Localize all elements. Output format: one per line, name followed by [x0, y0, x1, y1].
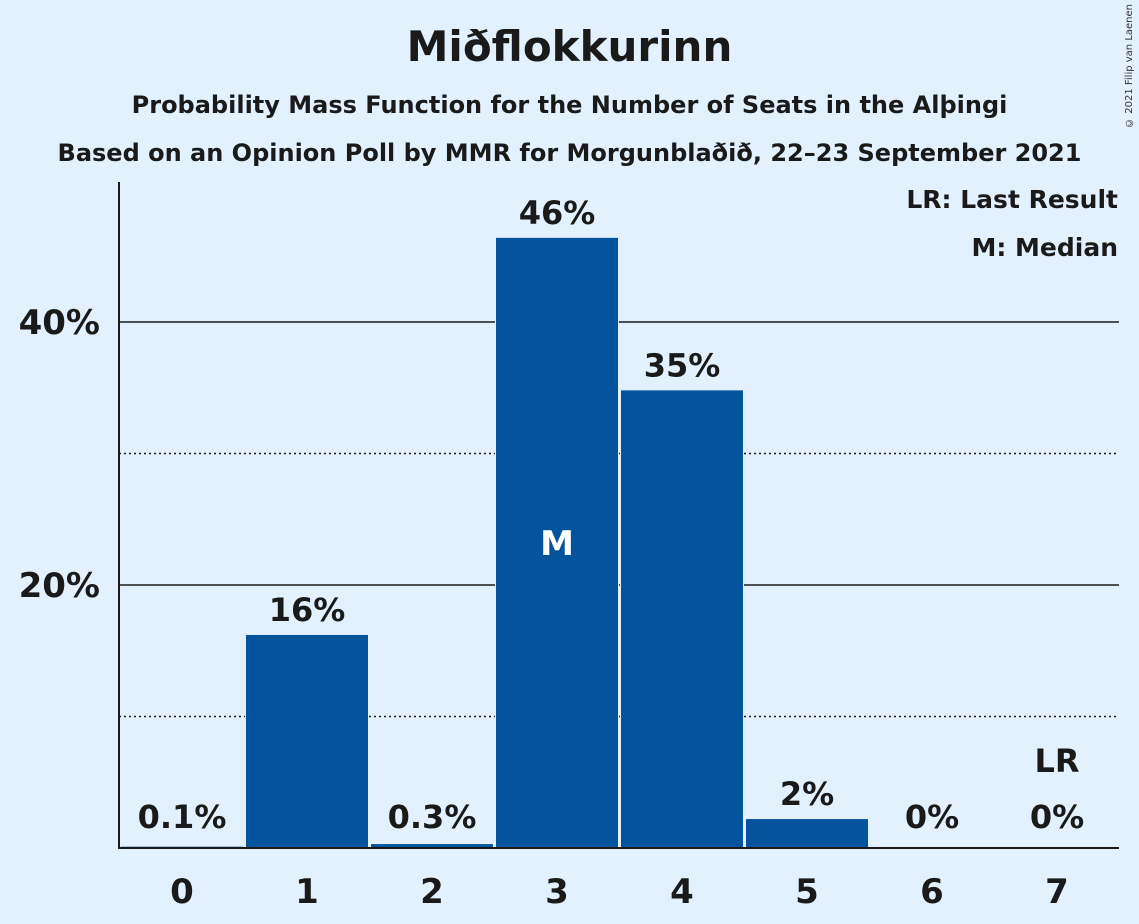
data-label: 0.3% — [388, 798, 477, 836]
data-label: 35% — [644, 346, 721, 384]
data-label: 0.1% — [138, 798, 227, 836]
bar — [246, 634, 368, 848]
x-tick-label: 1 — [295, 872, 319, 912]
x-tick-label: 5 — [795, 872, 819, 912]
data-label: 0% — [1030, 798, 1084, 836]
chart-subtitle: Probability Mass Function for the Number… — [131, 91, 1008, 119]
chart-title: Miðflokkurinn — [406, 22, 733, 71]
x-tick-label: 3 — [545, 872, 569, 912]
bar — [621, 390, 743, 848]
data-label: 2% — [780, 775, 834, 813]
data-label: 16% — [269, 591, 346, 629]
last-result-marker: LR — [1034, 742, 1079, 780]
y-tick-label: 20% — [19, 566, 100, 606]
bar — [371, 844, 493, 848]
bar-gap — [120, 844, 244, 848]
bar — [496, 237, 618, 849]
x-tick-label: 6 — [920, 872, 944, 912]
legend-last-result: LR: Last Result — [906, 185, 1118, 214]
legend-median: M: Median — [971, 233, 1118, 262]
data-label: 46% — [519, 194, 596, 232]
chart-source-subtitle: Based on an Opinion Poll by MMR for Morg… — [57, 139, 1082, 167]
bar — [746, 819, 868, 848]
x-tick-label: 4 — [670, 872, 694, 912]
x-tick-label: 2 — [420, 872, 444, 912]
median-marker: M — [540, 524, 574, 564]
x-tick-label: 0 — [170, 872, 194, 912]
data-label: 0% — [905, 798, 959, 836]
x-tick-label: 7 — [1045, 872, 1069, 912]
y-tick-label: 40% — [19, 303, 100, 343]
